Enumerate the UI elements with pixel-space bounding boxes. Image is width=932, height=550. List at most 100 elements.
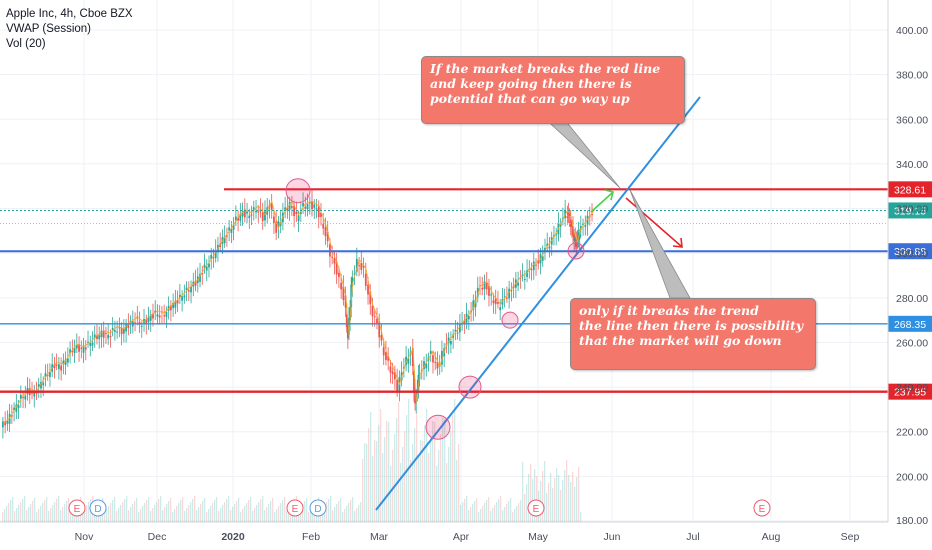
candle-body [367,284,369,295]
candle-body [586,215,589,225]
volume-bar [240,512,242,522]
volume-bar [496,502,498,522]
level-price-tag [888,315,932,332]
trend-line[interactable] [375,96,701,511]
candle-body [358,265,360,267]
candle-body [223,236,226,244]
volume-bar [250,497,252,522]
volume-bar [514,509,516,522]
candle-body [75,344,78,349]
volume-bar [198,507,200,522]
candle-body [163,315,166,317]
volume-bar [28,507,30,522]
x-tick-label: Apr [453,531,470,543]
candle-body [44,373,47,377]
y-tick-label: 240.00 [896,382,928,394]
candle-body [333,258,336,264]
volume-bar [472,504,474,522]
volume-bar [88,502,90,522]
volume-bar [508,501,510,522]
y-tick-label: 400.00 [896,25,928,37]
dividend-marker[interactable] [89,499,107,517]
dividend-marker[interactable] [309,499,327,517]
volume-bar [488,497,490,522]
callout-breakout-up[interactable]: If the market breaks the red line and ke… [421,56,685,124]
candle-body [147,316,150,322]
bull-arrow-head [604,189,614,201]
legend-vwap[interactable]: VWAP (Session) [6,23,91,35]
volume-bar [190,502,192,522]
vwap-line [2,200,595,425]
volume-bar [396,418,398,522]
volume-bar [142,506,144,522]
candle-body [134,322,136,324]
volume-bar [40,506,42,522]
volume-bar [230,510,232,522]
candle-body [210,254,213,260]
volume-bar [512,512,514,522]
earnings-marker[interactable] [68,499,86,517]
candle-body [105,333,107,335]
volume-bar [86,505,88,522]
legend-symbol[interactable]: Apple Inc, 4h, Cboe BZX [6,8,133,20]
candle-body [201,273,204,275]
candle-body [340,282,343,290]
candle-body [232,224,235,230]
candle-body [107,334,110,339]
volume-bar [578,467,580,522]
volume-bar [254,508,256,522]
volume-bar [182,497,184,522]
volume-bar [270,501,272,522]
y-tick-label: 180.00 [896,515,928,527]
candle-body [102,330,105,338]
volume-bar [336,504,338,522]
volume-bar [536,476,538,522]
candle-body [284,207,287,212]
chart-legend: Apple Inc, 4h, Cboe BZX VWAP (Session) V… [6,7,133,52]
candle-body [176,300,179,304]
volume-bar [158,499,160,522]
candle-body [378,321,381,338]
volume-bar [330,496,332,522]
volume-bar [466,496,468,522]
candle-body [174,300,177,308]
volume-bar [236,501,238,522]
candle-body [413,371,415,391]
candle-body [364,273,367,286]
volume-bar [18,505,20,522]
candle-body [472,300,475,310]
volume-bar [432,421,434,522]
earnings-marker[interactable] [753,499,771,517]
candle-body [567,212,570,215]
candle-body [326,231,329,242]
volume-bar [196,510,198,522]
volume-bar [122,502,124,522]
candle-body [230,229,233,233]
candle-body [89,343,92,346]
volume-bar [326,502,328,522]
volume-bar [468,510,470,522]
candle-body [355,258,358,272]
candle-body [483,281,486,290]
level-price-tag [888,181,932,198]
earnings-marker[interactable] [286,499,304,517]
y-tick-label: 340.00 [896,159,928,171]
candle-body [344,295,347,308]
volume-bar [480,509,482,522]
volume-bar [30,504,32,522]
candle-body [584,225,587,227]
candle-body [574,237,577,242]
volume-bar [288,508,290,522]
volume-bar [118,508,120,522]
x-tick-label: May [528,531,549,543]
candle-body [541,256,544,261]
volume-bar [402,447,404,522]
candle-body [494,297,497,305]
earnings-marker[interactable] [527,499,545,517]
candle-body [530,269,533,271]
legend-volume[interactable]: Vol (20) [6,38,46,50]
callout-breakdown[interactable]: only if it breaks the trend the line the… [570,298,816,370]
candle-body [447,337,450,344]
volume-bar [362,459,364,522]
